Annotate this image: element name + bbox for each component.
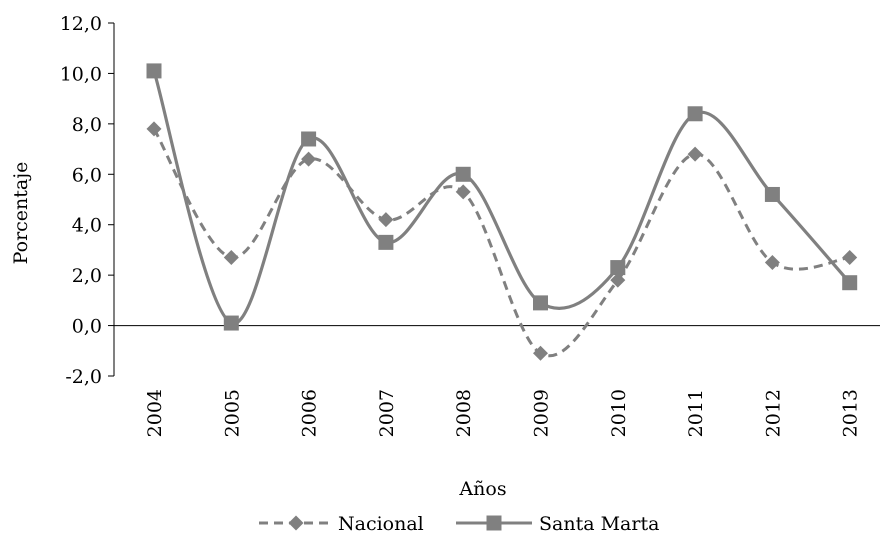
x-tick-label: 2012 <box>762 389 784 437</box>
series-line-santa-marta <box>152 70 851 325</box>
x-tick-label: 2010 <box>608 389 630 437</box>
point-nacional <box>378 212 394 228</box>
point-santa-marta <box>533 295 548 311</box>
y-axis-title: Porcentaje <box>10 162 32 265</box>
y-tick-label: 2,0 <box>72 265 102 287</box>
y-tick-label: 8,0 <box>72 114 102 136</box>
point-nacional <box>533 345 548 361</box>
x-tick-label: 2013 <box>840 389 862 437</box>
point-nacional <box>301 151 317 167</box>
point-santa-marta <box>301 131 317 147</box>
point-santa-marta <box>378 234 394 250</box>
point-nacional <box>842 249 858 265</box>
y-tick-label: 6,0 <box>72 164 102 186</box>
point-santa-marta <box>842 275 858 291</box>
point-nacional <box>455 184 471 200</box>
point-nacional <box>223 249 239 265</box>
y-tick-label: 10,0 <box>60 63 102 85</box>
legend-label: Nacional <box>338 513 424 534</box>
point-nacional <box>764 255 780 271</box>
x-tick-label: 2011 <box>685 389 707 437</box>
y-axis: -2,0 0,0 2,0 4,0 6,0 8,0 10,0 12,0 <box>60 13 115 388</box>
x-axis-title: Años <box>458 478 506 500</box>
series-layer <box>146 63 858 361</box>
x-tick-label: 2007 <box>376 389 398 437</box>
point-santa-marta <box>146 63 162 79</box>
series-nacional <box>146 121 858 361</box>
point-santa-marta <box>455 166 471 182</box>
point-nacional <box>610 272 626 288</box>
point-nacional <box>146 121 162 137</box>
y-tick-label: -2,0 <box>65 366 102 388</box>
y-tick-label: 0,0 <box>72 316 102 338</box>
x-tick-label: 2009 <box>531 389 553 437</box>
legend-item-santa-marta: Santa Marta <box>456 513 659 535</box>
legend-label: Santa Marta <box>539 513 659 534</box>
series-line-nacional <box>152 128 850 358</box>
x-tick-label: 2004 <box>144 389 166 437</box>
x-tick-label: 2006 <box>299 389 321 437</box>
legend-marker <box>486 515 502 531</box>
y-tick-label: 12,0 <box>60 13 102 35</box>
x-tick-label: 2008 <box>453 389 475 437</box>
x-axis: 2004 2005 2006 2007 2008 2009 2010 2011 2012 2013 <box>114 325 880 437</box>
point-nacional <box>687 146 703 162</box>
series-santa-marta <box>146 63 858 331</box>
point-santa-marta <box>764 186 780 202</box>
legend-marker <box>288 515 304 531</box>
point-santa-marta <box>610 260 626 276</box>
y-tick-label: 4,0 <box>72 215 102 237</box>
legend: Nacional Santa Marta <box>259 513 659 535</box>
point-santa-marta <box>223 315 239 331</box>
point-santa-marta <box>687 106 703 122</box>
legend-item-nacional: Nacional <box>259 513 424 535</box>
x-tick-label: 2005 <box>221 389 243 437</box>
